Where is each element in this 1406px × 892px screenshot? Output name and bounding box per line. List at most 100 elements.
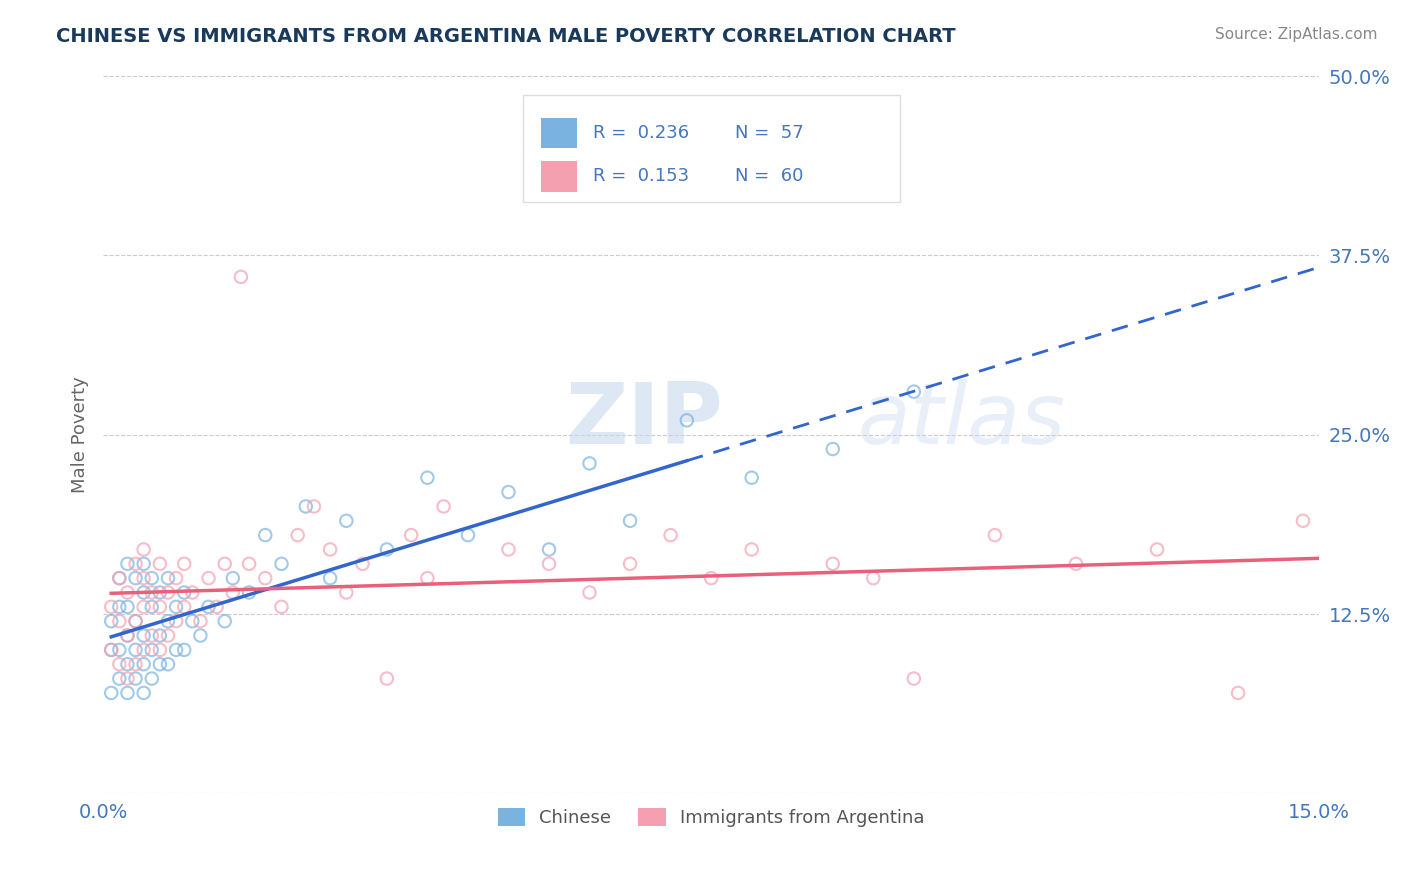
Point [821, 557, 844, 571]
Point [335, 514, 357, 528]
Point [132, 657, 155, 672]
Point [141, 571, 163, 585]
Point [156, 628, 179, 642]
Point [862, 571, 884, 585]
Point [117, 585, 139, 599]
Point [132, 628, 155, 642]
Point [141, 585, 163, 599]
Point [1292, 514, 1315, 528]
Point [675, 413, 697, 427]
Point [108, 657, 131, 672]
Point [578, 585, 600, 599]
Point [108, 614, 131, 628]
Point [124, 643, 146, 657]
Point [302, 500, 325, 514]
Point [433, 500, 456, 514]
Point [181, 614, 204, 628]
Point [100, 599, 122, 614]
Point [700, 571, 723, 585]
Point [108, 672, 131, 686]
Point [149, 585, 172, 599]
Point [141, 599, 163, 614]
Point [108, 571, 131, 585]
Point [149, 628, 172, 642]
Point [416, 471, 439, 485]
Point [190, 628, 212, 642]
Point [741, 471, 763, 485]
Point [214, 557, 236, 571]
Point [197, 571, 219, 585]
Point [537, 557, 560, 571]
Point [222, 571, 245, 585]
Point [254, 571, 277, 585]
Point [132, 557, 155, 571]
Point [100, 614, 122, 628]
Point [903, 672, 925, 686]
Point [149, 557, 172, 571]
Point [222, 585, 245, 599]
Point [319, 571, 342, 585]
Point [375, 542, 398, 557]
Point [165, 643, 187, 657]
Point [108, 571, 131, 585]
Point [100, 643, 122, 657]
FancyBboxPatch shape [523, 95, 900, 202]
Point [335, 585, 357, 599]
Point [399, 528, 422, 542]
Point [741, 542, 763, 557]
Point [141, 628, 163, 642]
Point [117, 628, 139, 642]
Point [659, 528, 682, 542]
Point [108, 643, 131, 657]
Point [132, 599, 155, 614]
Point [124, 657, 146, 672]
Point [537, 542, 560, 557]
Point [141, 643, 163, 657]
Point [294, 500, 316, 514]
Point [190, 614, 212, 628]
Point [165, 614, 187, 628]
Text: R =  0.153: R = 0.153 [593, 168, 689, 186]
Point [117, 686, 139, 700]
Point [149, 599, 172, 614]
Point [619, 557, 641, 571]
Text: ZIP: ZIP [565, 379, 723, 462]
Point [117, 599, 139, 614]
Point [214, 614, 236, 628]
Point [578, 456, 600, 470]
Point [457, 528, 479, 542]
Point [117, 557, 139, 571]
Point [124, 672, 146, 686]
Point [156, 614, 179, 628]
Point [165, 571, 187, 585]
Point [156, 657, 179, 672]
Point [100, 643, 122, 657]
Point [124, 614, 146, 628]
Point [117, 672, 139, 686]
Point [498, 485, 520, 500]
Point [319, 542, 342, 557]
Point [205, 599, 228, 614]
Point [1227, 686, 1250, 700]
Point [1064, 557, 1087, 571]
Text: Source: ZipAtlas.com: Source: ZipAtlas.com [1215, 27, 1378, 42]
Point [149, 643, 172, 657]
Point [173, 557, 195, 571]
FancyBboxPatch shape [541, 161, 578, 192]
Point [156, 571, 179, 585]
Point [124, 557, 146, 571]
Point [498, 542, 520, 557]
Point [903, 384, 925, 399]
Point [108, 599, 131, 614]
Point [287, 528, 309, 542]
Point [173, 599, 195, 614]
Point [352, 557, 374, 571]
Text: atlas: atlas [858, 379, 1066, 462]
Point [173, 643, 195, 657]
Point [270, 599, 292, 614]
Point [132, 643, 155, 657]
Point [416, 571, 439, 585]
FancyBboxPatch shape [541, 119, 578, 148]
Point [165, 599, 187, 614]
Point [181, 585, 204, 599]
